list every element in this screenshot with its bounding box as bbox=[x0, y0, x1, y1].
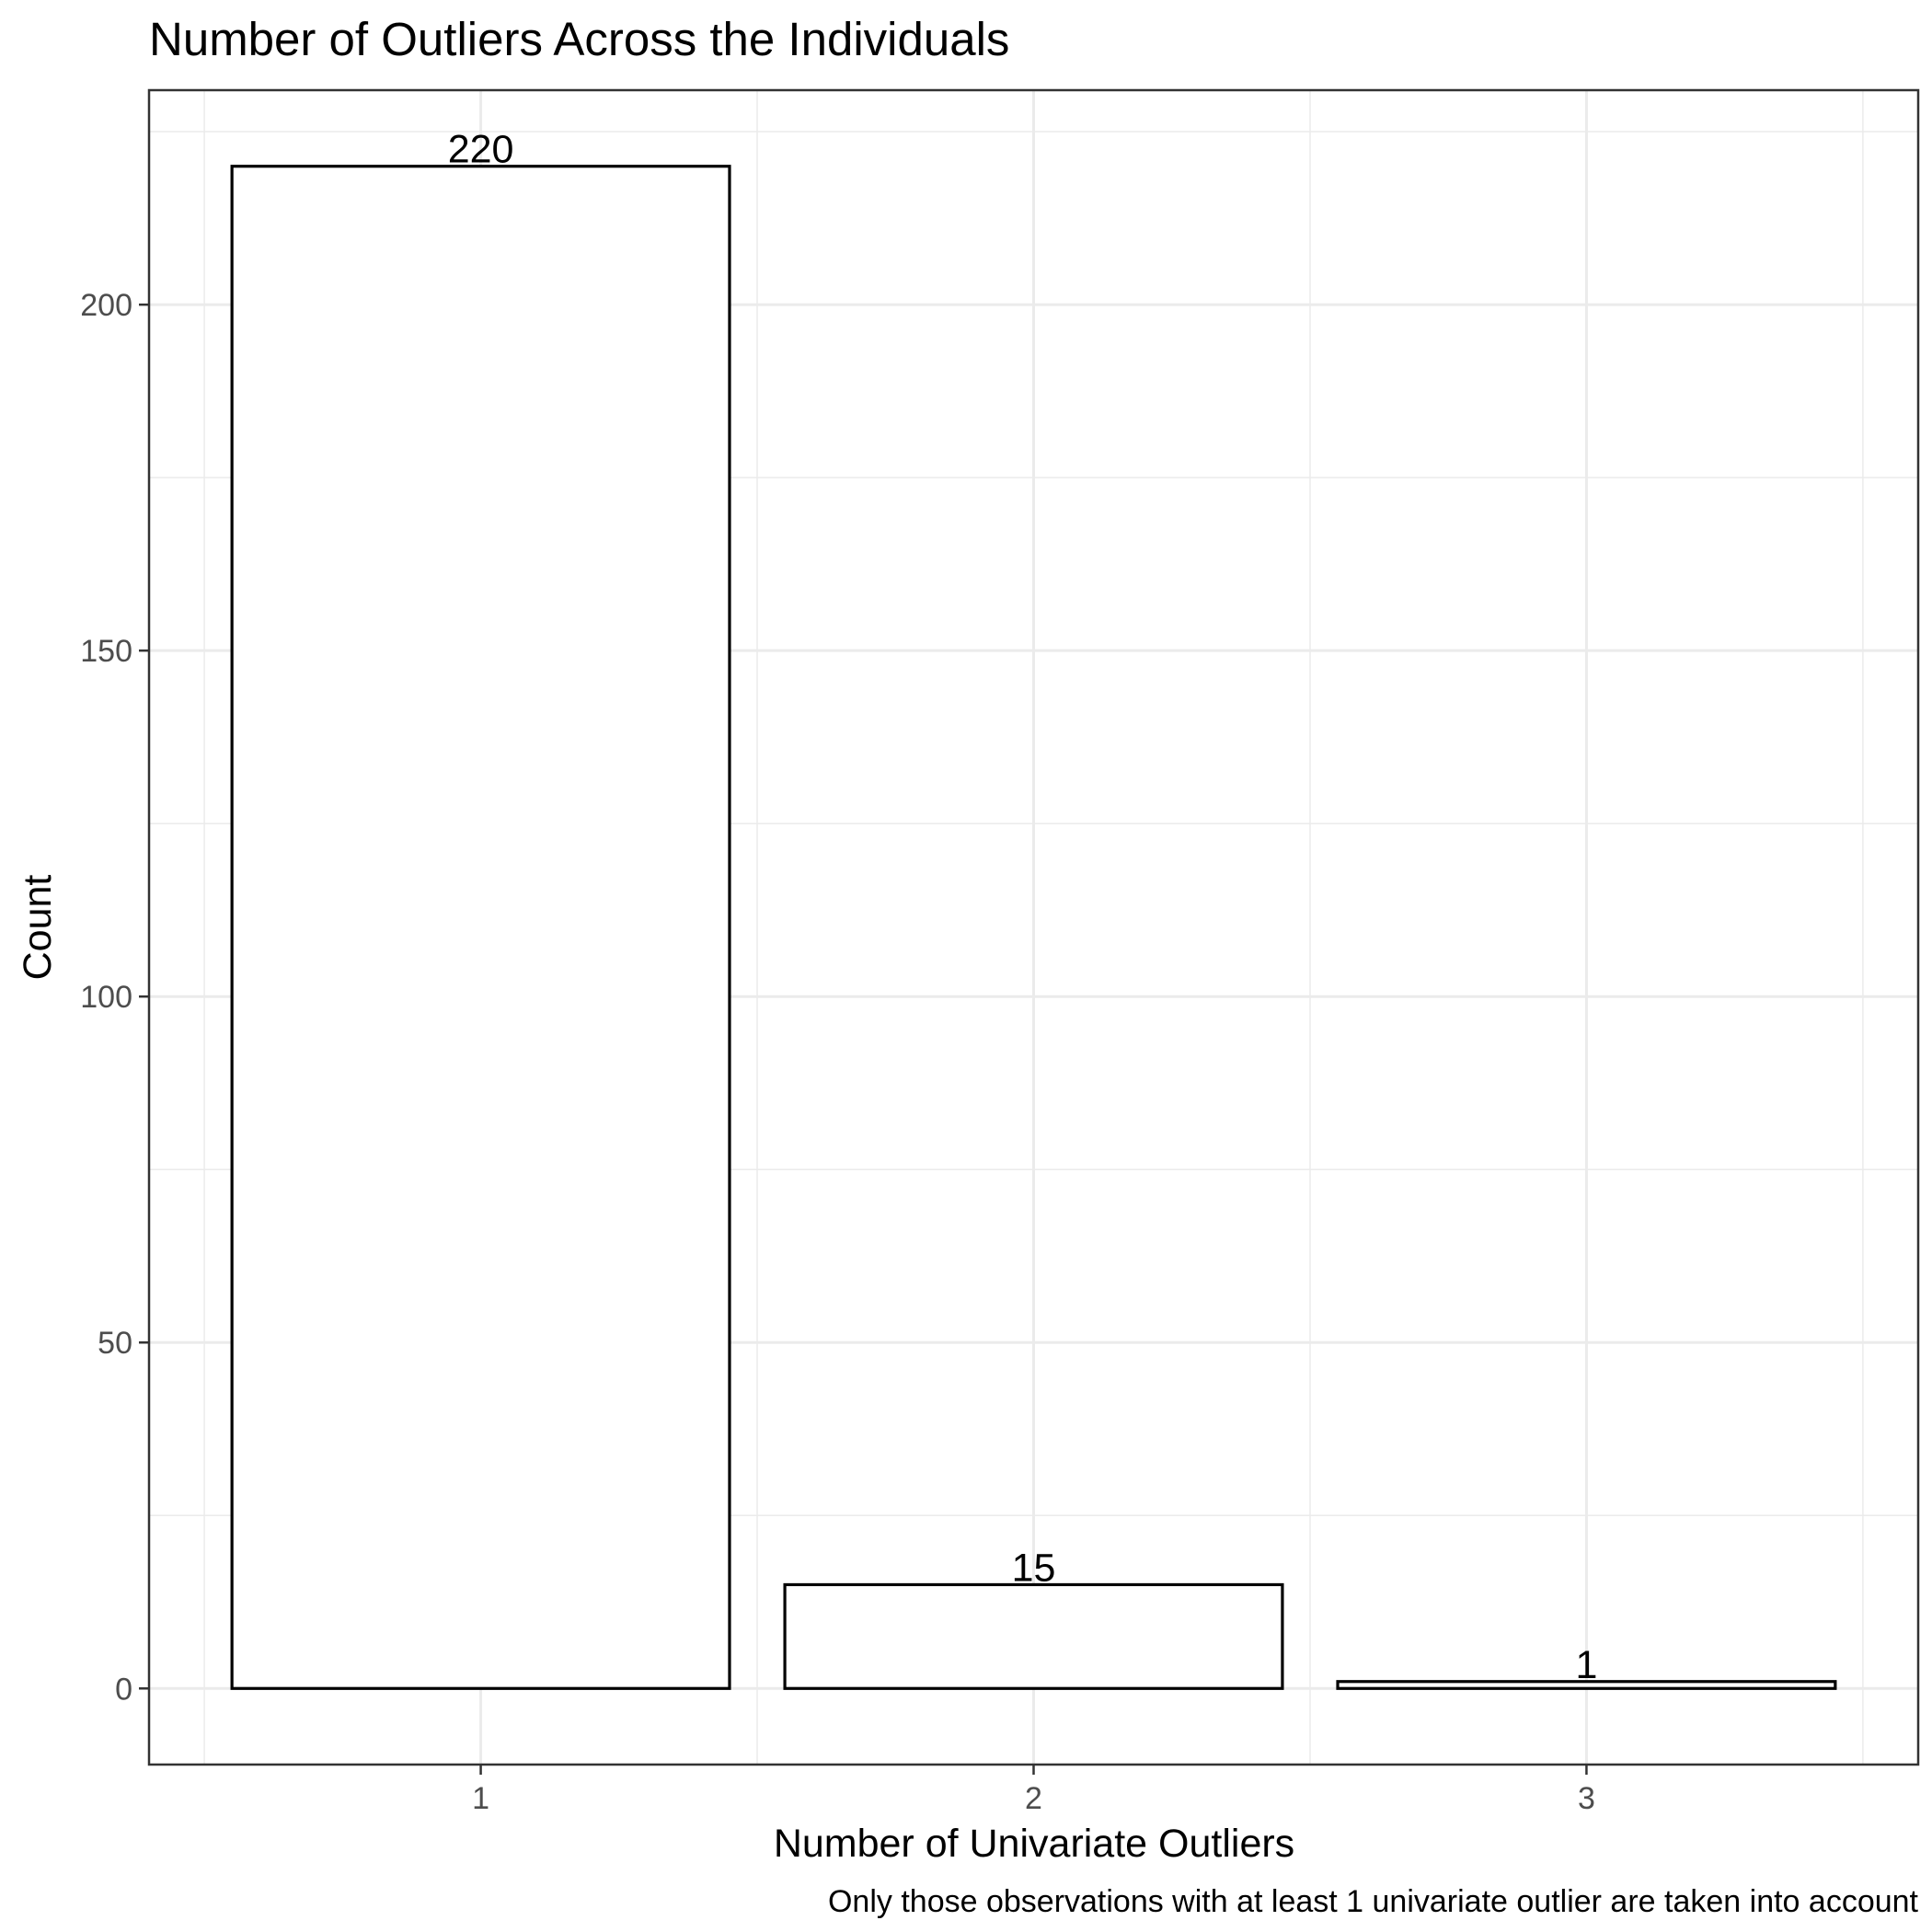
data-label: 1 bbox=[1575, 1643, 1597, 1687]
data-label: 15 bbox=[1012, 1546, 1056, 1590]
x-axis: 1 2 3 bbox=[472, 1765, 1595, 1816]
chart-title: Number of Outliers Across the Individual… bbox=[149, 13, 1009, 65]
x-tick-label: 2 bbox=[1025, 1781, 1042, 1816]
data-label: 220 bbox=[448, 128, 514, 172]
y-tick-label: 50 bbox=[98, 1326, 132, 1361]
y-tick-label: 100 bbox=[80, 980, 132, 1015]
bar bbox=[230, 165, 731, 1690]
y-axis: 0 50 100 150 200 bbox=[80, 288, 149, 1707]
x-tick-label: 3 bbox=[1578, 1781, 1595, 1816]
y-tick-label: 150 bbox=[80, 634, 132, 669]
y-tick-label: 200 bbox=[80, 288, 132, 323]
y-tick-label: 0 bbox=[115, 1672, 132, 1707]
chart-caption: Only those observations with at least 1 … bbox=[828, 1884, 1919, 1919]
x-axis-title: Number of Univariate Outliers bbox=[774, 1822, 1294, 1866]
y-axis-title: Count bbox=[16, 875, 60, 981]
x-tick-label: 1 bbox=[472, 1781, 489, 1816]
bar bbox=[783, 1582, 1284, 1690]
data-labels: 220 15 1 bbox=[448, 128, 1598, 1687]
bars bbox=[230, 165, 1837, 1690]
bar bbox=[1336, 1680, 1837, 1690]
